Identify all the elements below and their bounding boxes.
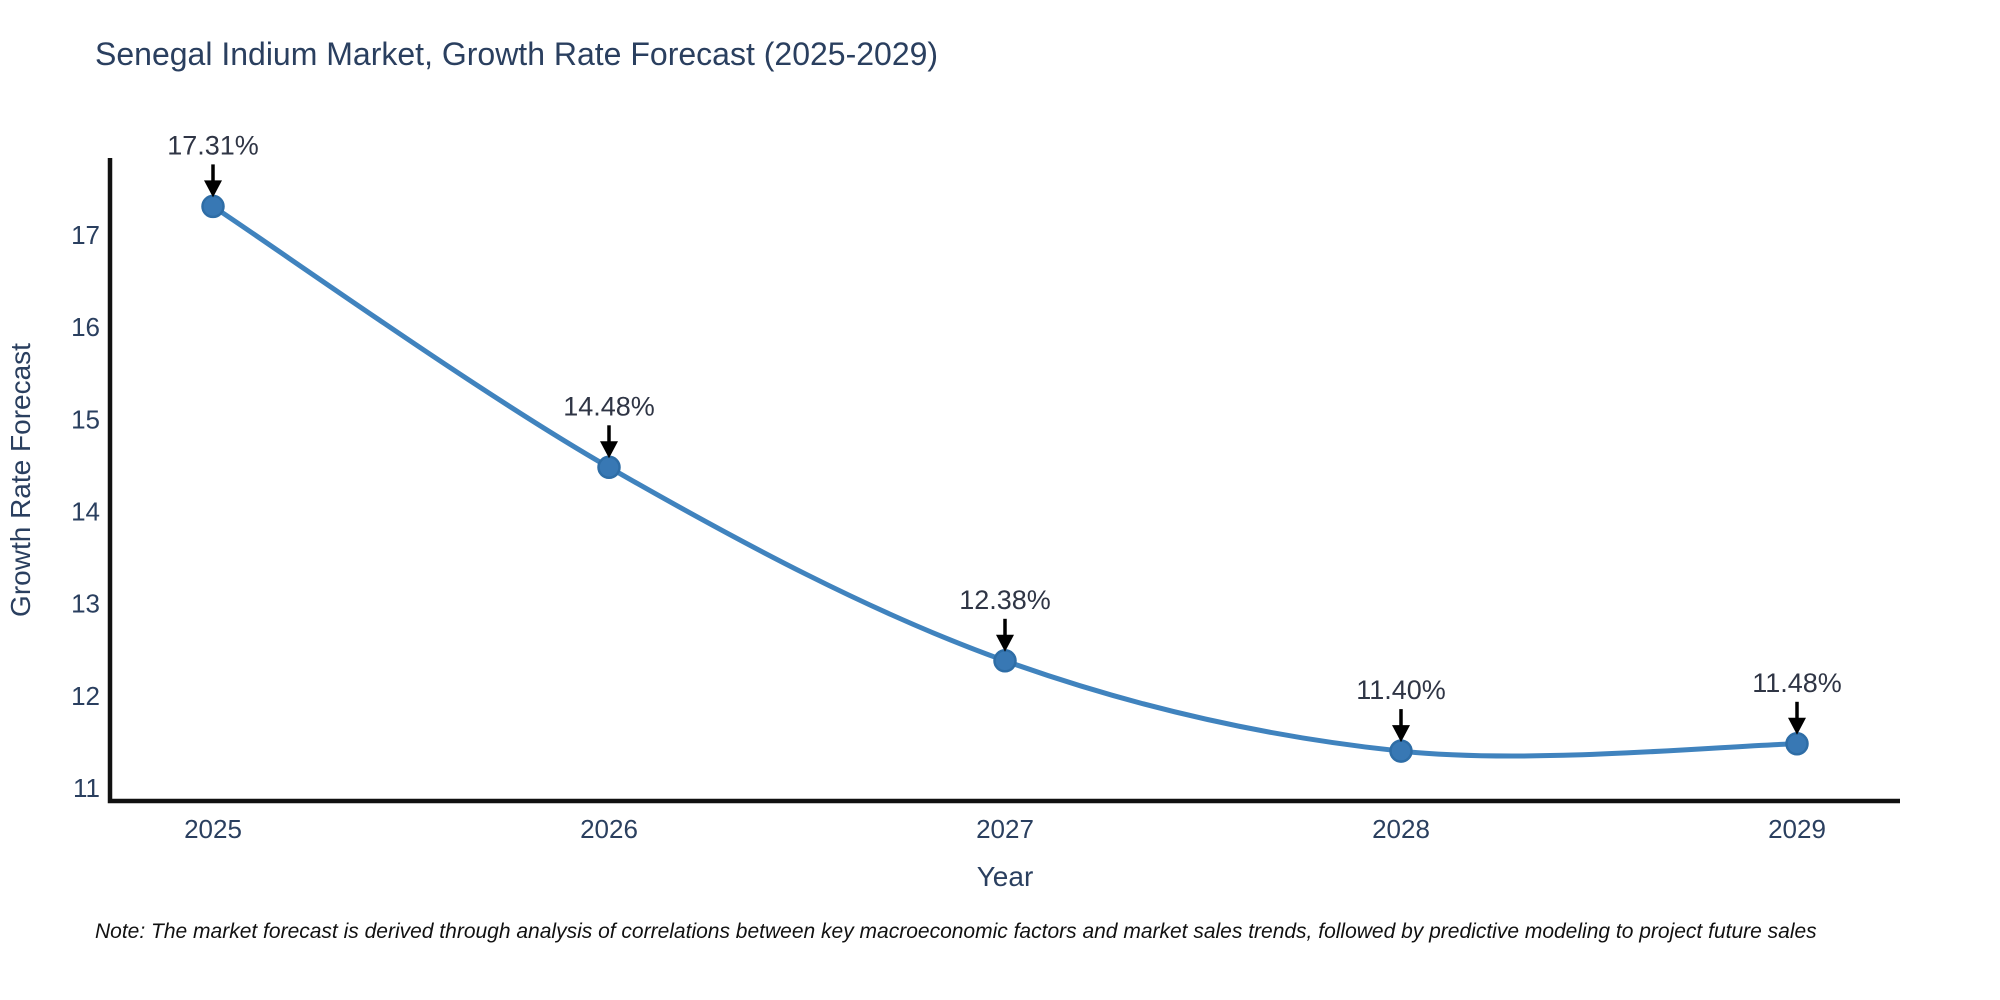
y-tick-label: 11 [73, 773, 100, 803]
data-point-marker [201, 194, 225, 219]
annotation-arrowhead [600, 441, 618, 459]
x-tick-label: 2029 [1768, 814, 1826, 844]
data-point-marker [1389, 739, 1413, 763]
y-tick-label: 14 [71, 497, 100, 527]
data-point-marker [993, 649, 1017, 673]
x-tick-label: 2028 [1372, 814, 1430, 844]
x-tick-label: 2026 [580, 814, 638, 844]
annotation-label: 17.31% [167, 130, 259, 160]
footnote: Note: The market forecast is derived thr… [95, 920, 1817, 943]
annotation-arrowhead [1392, 725, 1410, 743]
data-point-layer [201, 194, 1809, 763]
x-axis-title: Year [977, 861, 1034, 892]
annotation-label: 11.48% [1752, 668, 1842, 698]
annotation-arrowhead [204, 180, 222, 198]
y-tick-label: 17 [71, 220, 100, 250]
y-tick-label: 16 [71, 312, 100, 342]
annotation-label: 14.48% [563, 391, 655, 421]
annotation-arrowhead [996, 634, 1014, 652]
x-tick-label: 2025 [184, 814, 242, 844]
series-line-layer [210, 203, 1800, 759]
y-tick-label: 15 [71, 404, 100, 434]
data-point-marker [597, 455, 621, 480]
chart-title: Senegal Indium Market, Growth Rate Forec… [95, 36, 939, 72]
y-tick-label: 12 [71, 681, 100, 711]
data-point-marker [1785, 732, 1809, 756]
tick-label-layer: 11 12 13 14 15 16 17 2025 2026 2027 2028 2029 [71, 220, 1826, 844]
annotation-arrowhead [1788, 717, 1806, 735]
axis-spines [107, 158, 1900, 804]
series-line [210, 203, 1800, 759]
x-tick-label: 2027 [976, 814, 1034, 844]
annotation-label: 11.40% [1356, 675, 1446, 705]
y-tick-label: 13 [71, 589, 100, 619]
annotation-label: 12.38% [959, 585, 1051, 615]
y-axis-title: Growth Rate Forecast [5, 343, 36, 617]
annotation-layer: 17.31% 14.48% 12.38% 11.40% 11.48% [167, 130, 1842, 743]
